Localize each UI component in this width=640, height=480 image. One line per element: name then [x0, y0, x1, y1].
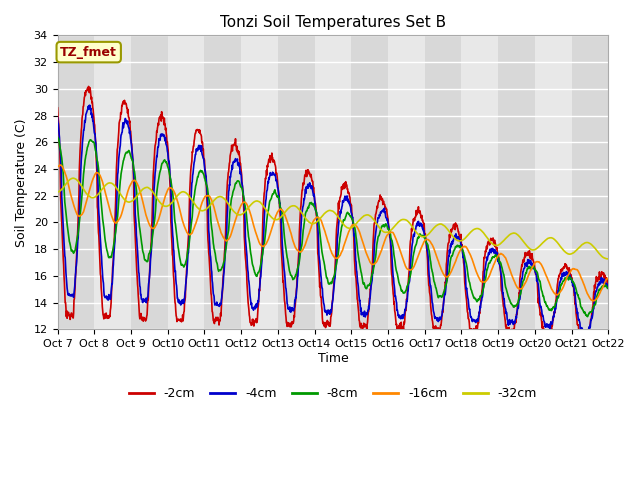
Bar [535, 36, 572, 329]
Title: Tonzi Soil Temperatures Set B: Tonzi Soil Temperatures Set B [220, 15, 446, 30]
Bar [498, 36, 535, 329]
Bar [388, 36, 425, 329]
Y-axis label: Soil Temperature (C): Soil Temperature (C) [15, 118, 28, 247]
Bar [351, 36, 388, 329]
Bar [58, 36, 94, 329]
Bar [278, 36, 314, 329]
Bar [241, 36, 278, 329]
Legend: -2cm, -4cm, -8cm, -16cm, -32cm: -2cm, -4cm, -8cm, -16cm, -32cm [124, 383, 542, 406]
Bar [131, 36, 168, 329]
Bar [168, 36, 204, 329]
Bar [572, 36, 608, 329]
Text: TZ_fmet: TZ_fmet [60, 46, 117, 59]
Bar [94, 36, 131, 329]
Bar [204, 36, 241, 329]
Bar [314, 36, 351, 329]
Bar [425, 36, 461, 329]
X-axis label: Time: Time [317, 352, 348, 365]
Bar [461, 36, 498, 329]
